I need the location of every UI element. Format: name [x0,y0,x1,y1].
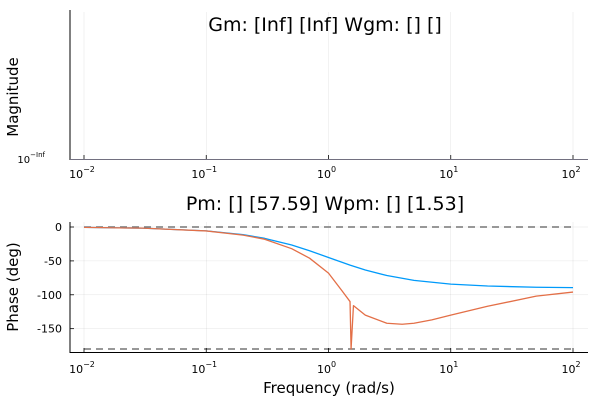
phase-x-tick-base: 10 [69,363,83,376]
magnitude-x-tick-label: 10−2 [69,165,95,181]
magnitude-x-tick-label: 100 [317,165,336,181]
magnitude-x-tick-base: 10 [561,168,575,181]
phase-x-tick-exp: 2 [575,360,580,369]
magnitude-grid [83,12,574,159]
magnitude-x-tick-label: 102 [561,165,580,181]
phase-x-tick-base: 10 [317,363,331,376]
phase-x-tick-exp: 1 [453,360,458,369]
phase-x-tick-label: 10−1 [191,360,217,376]
magnitude-x-tick-base: 10 [69,168,83,181]
magnitude-y-label: Magnitude [4,57,22,136]
phase-y-ticks: 0 -50 -100 -150 [37,221,74,336]
phase-x-tick-exp: 0 [331,360,336,369]
phase-x-tick-label: 100 [317,360,336,376]
magnitude-y-tick-exp: −Inf [30,151,45,159]
magnitude-x-tick-label: 10−1 [191,165,217,181]
phase-x-tick-label: 102 [561,360,580,376]
magnitude-x-tick-exp: 2 [575,165,580,174]
magnitude-x-tick-base: 10 [317,168,331,181]
magnitude-x-tick-label: 101 [439,165,458,181]
phase-y-tick-label: -150 [37,323,62,336]
magnitude-x-tick-exp: 0 [331,165,336,174]
phase-x-tick-exp: −1 [205,360,217,369]
phase-x-tick-base: 10 [561,363,575,376]
magnitude-x-tick-base: 10 [191,168,205,181]
phase-y-tick-label: -100 [37,289,62,302]
phase-x-label: Frequency (rad/s) [263,379,395,397]
magnitude-panel: Gm: [Inf] [Inf] Wgm: [] [] 10−2 10−1 100 10… [4,10,588,181]
magnitude-title: Gm: [Inf] [Inf] Wgm: [] [] [208,14,442,36]
phase-grid [70,222,588,352]
phase-x-tick-label: 101 [439,360,458,376]
magnitude-y-tick-label: 10−Inf [17,151,45,166]
phase-x-tick-base: 10 [439,363,453,376]
phase-panel: Pm: [] [57.59] Wpm: [] [1.53] 10−2 10−1 10… [4,193,588,397]
phase-x-tick-base: 10 [191,363,205,376]
magnitude-x-tick-base: 10 [439,168,453,181]
magnitude-x-tick-exp: −1 [205,165,217,174]
phase-title: Pm: [] [57.59] Wpm: [] [1.53] [186,193,464,215]
phase-series [83,226,574,350]
phase-y-tick-label: 0 [55,221,62,234]
phase-x-tick-label: 10−2 [69,360,95,376]
phase-x-tick-exp: −2 [83,360,95,369]
magnitude-x-tick-exp: −2 [83,165,95,174]
phase-x-ticks: 10−2 10−1 100 101 102 [69,348,581,376]
phase-series-line-2 [83,226,574,350]
magnitude-x-ticks: 10−2 10−1 100 101 102 [69,155,581,181]
magnitude-x-tick-exp: 1 [453,165,458,174]
magnitude-y-tick-base: 10 [17,155,30,166]
phase-y-label: Phase (deg) [4,242,22,332]
phase-y-tick-label: -50 [44,255,62,268]
